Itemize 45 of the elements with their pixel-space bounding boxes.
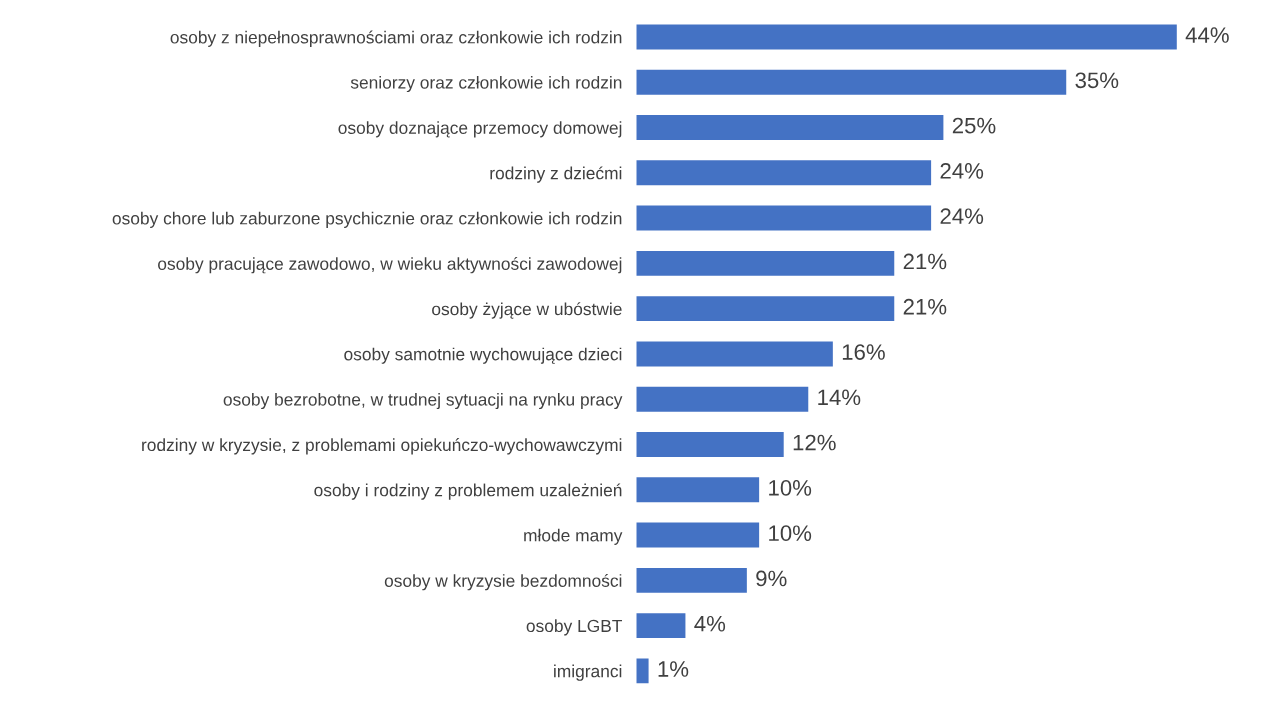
bar	[636, 613, 686, 639]
data-label: 9%	[756, 570, 787, 587]
y-tick-label: osoby w kryzysie bezdomności	[384, 573, 622, 591]
bar	[636, 250, 895, 276]
y-tick-label: imigranci	[554, 664, 622, 681]
data-label: 10%	[769, 480, 812, 496]
y-tick-label: osoby LGBT	[526, 619, 623, 636]
bar	[636, 567, 747, 593]
y-tick-label: osoby żyjące w ubóstwie	[432, 302, 622, 319]
bar	[636, 341, 833, 367]
data-label: 44%	[1185, 27, 1229, 43]
y-tick-label: seniorzy oraz członkowie ich rodzin	[350, 75, 622, 93]
y-tick-label: rodziny w kryzysie, z problemami opiekuńczo-wychowawczymi	[142, 438, 622, 455]
y-tick-label: osoby z niepełnosprawnościami oraz członkowie ich rodzin	[170, 30, 622, 47]
y-tick-label: osoby i rodziny z problemem uzależnień	[314, 483, 622, 500]
data-label: 25%	[952, 117, 996, 134]
bar	[636, 24, 1177, 50]
data-label: 10%	[769, 525, 812, 542]
data-label: 4%	[694, 615, 726, 632]
data-label: 21%	[903, 253, 947, 270]
bar	[636, 205, 932, 231]
y-tick-label: młode mamy	[524, 528, 623, 545]
bar	[636, 296, 895, 322]
y-tick-label: osoby pracujące zawodowo, w wieku aktywności zawodowej	[158, 256, 622, 274]
y-tick-label: rodziny z dziećmi	[490, 166, 622, 183]
bar	[636, 160, 932, 186]
data-label: 14%	[818, 389, 861, 406]
bar	[636, 69, 1067, 95]
data-label: 1%	[658, 661, 689, 677]
bar	[636, 432, 784, 457]
data-label: 24%	[940, 163, 984, 179]
y-tick-label: osoby samotnie wychowujące dzieci	[344, 347, 622, 364]
bar	[636, 386, 809, 412]
y-tick-label: osoby doznające przemocy domowej	[338, 121, 622, 138]
data-label: 35%	[1075, 72, 1119, 89]
data-label: 16%	[842, 344, 885, 360]
y-tick-label: osoby chore lub zaburzone psychicznie oraz członkowie ich rodzin	[112, 211, 622, 228]
data-label: 24%	[940, 208, 984, 224]
y-tick-label: osoby bezrobotne, w trudnej sytuacji na rynku pracy	[223, 392, 623, 410]
bar	[636, 115, 944, 140]
bar	[636, 658, 649, 684]
bar	[636, 477, 760, 503]
data-label: 21%	[903, 298, 947, 315]
bar	[636, 522, 760, 548]
data-label: 12%	[793, 434, 836, 451]
